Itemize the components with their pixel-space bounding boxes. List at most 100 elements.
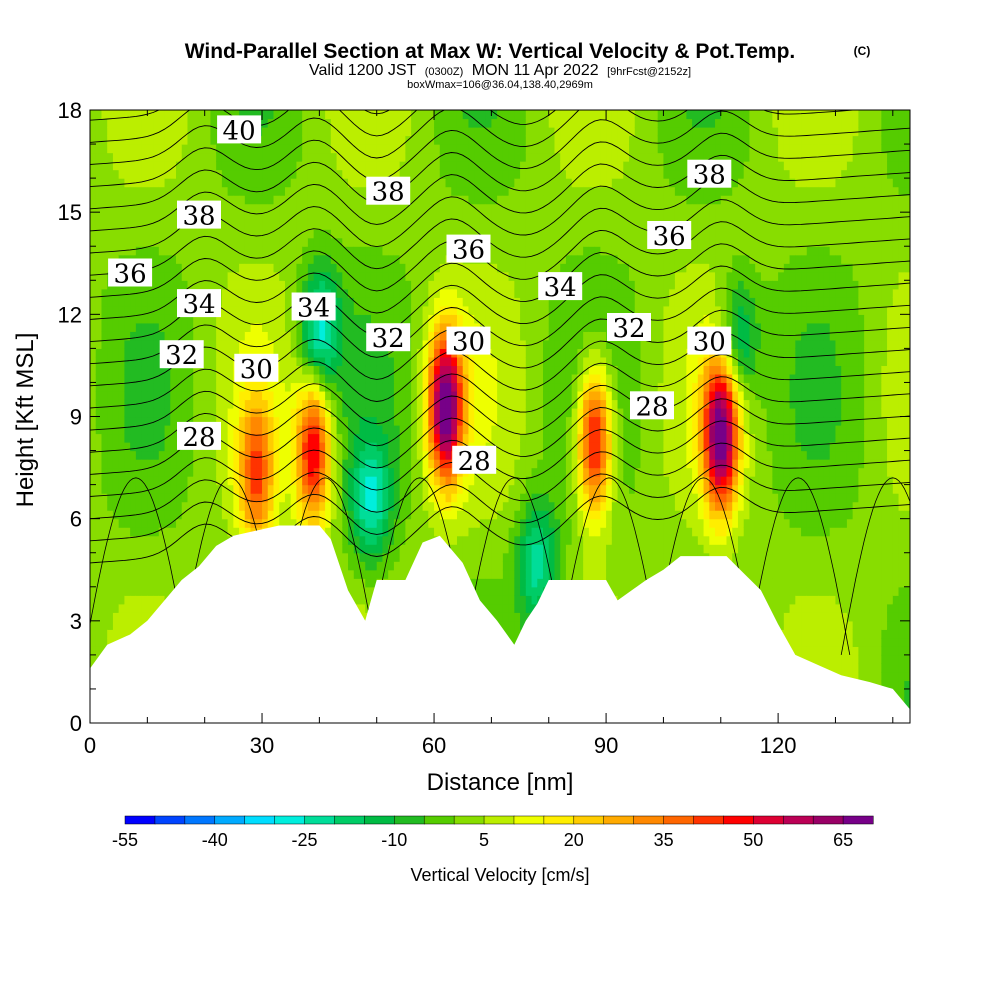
velocity-cell [147,527,154,537]
velocity-cell [193,118,200,128]
velocity-cell [135,297,143,307]
velocity-cell [170,263,177,273]
velocity-cell [353,390,361,401]
velocity-cell [118,229,125,239]
velocity-cell [158,425,166,435]
velocity-cell [181,280,189,290]
velocity-cell [210,535,217,545]
velocity-cell [359,220,366,230]
velocity-cell [107,433,114,443]
velocity-cell [198,178,206,188]
velocity-cell [130,229,137,239]
velocity-cell [468,186,475,196]
velocity-cell [359,450,366,460]
velocity-cell [176,578,183,588]
velocity-cell [330,280,338,290]
velocity-cell [434,527,441,537]
velocity-cell [365,161,372,171]
velocity-cell [353,433,361,443]
velocity-cell [164,280,171,290]
velocity-cell [141,288,148,298]
velocity-cell [336,178,343,188]
velocity-cell [210,314,217,324]
velocity-cell [382,484,389,494]
velocity-cell [302,331,309,341]
velocity-cell [187,450,194,460]
velocity-cell [468,365,475,375]
velocity-cell [382,220,389,230]
velocity-cell [370,399,378,409]
velocity-cell [382,365,389,375]
velocity-cell [422,220,429,230]
velocity-cell [428,305,435,315]
velocity-cell [233,271,240,281]
velocity-cell [262,254,269,264]
velocity-cell [434,195,441,205]
velocity-cell [296,169,303,179]
velocity-cell [342,271,349,281]
velocity-cell [479,288,487,298]
velocity-cell [130,578,137,588]
velocity-cell [244,229,252,239]
velocity-cell [158,535,166,545]
velocity-cell [279,390,286,401]
velocity-cell [244,339,252,349]
velocity-cell [296,390,303,401]
velocity-cell [118,544,125,554]
velocity-cell [147,433,154,443]
velocity-cell [382,569,389,579]
velocity-cell [227,527,234,537]
velocity-cell [118,220,125,230]
velocity-cell [376,220,384,230]
velocity-cell [468,356,475,367]
velocity-cell [302,212,309,222]
velocity-cell [451,407,458,418]
velocity-cell [376,433,384,443]
velocity-cell [319,229,326,239]
velocity-cell [158,161,166,171]
velocity-cell [216,152,223,162]
velocity-cell [279,161,286,171]
velocity-cell [330,144,338,154]
velocity-cell [95,382,103,392]
velocity-cell [342,484,349,494]
velocity-cell [158,229,166,239]
velocity-cell [325,110,332,120]
velocity-cell [153,288,160,298]
velocity-cell [307,356,315,367]
velocity-cell [376,314,384,324]
velocity-cell [158,220,166,230]
velocity-cell [118,586,125,596]
velocity-cell [376,544,384,554]
velocity-cell [462,425,470,435]
velocity-cell [405,127,412,137]
velocity-cell [187,390,194,401]
velocity-cell [164,127,171,137]
velocity-cell [399,518,406,528]
velocity-cell [101,365,108,375]
velocity-cell [370,382,378,392]
velocity-cell [187,544,194,554]
velocity-cell [187,510,194,520]
velocity-cell [267,297,275,307]
velocity-cell [216,373,223,384]
velocity-cell [239,263,246,273]
velocity-cell [130,135,137,145]
velocity-cell [313,144,320,154]
velocity-cell [164,263,171,273]
velocity-cell [250,450,257,460]
velocity-cell [474,390,481,401]
velocity-cell [353,459,361,469]
velocity-cell [376,407,384,418]
velocity-cell [176,501,183,511]
velocity-cell [479,484,487,494]
velocity-cell [451,195,458,205]
velocity-cell [273,280,280,290]
velocity-cell [399,527,406,537]
velocity-cell [204,339,212,349]
velocity-cell [101,203,108,213]
velocity-cell [439,450,447,460]
velocity-cell [158,518,166,528]
velocity-cell [101,356,108,367]
velocity-cell [382,254,389,264]
